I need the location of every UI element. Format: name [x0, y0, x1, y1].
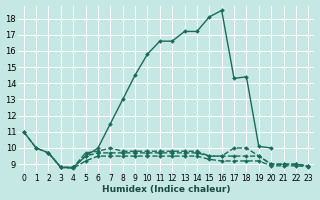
- X-axis label: Humidex (Indice chaleur): Humidex (Indice chaleur): [102, 185, 230, 194]
